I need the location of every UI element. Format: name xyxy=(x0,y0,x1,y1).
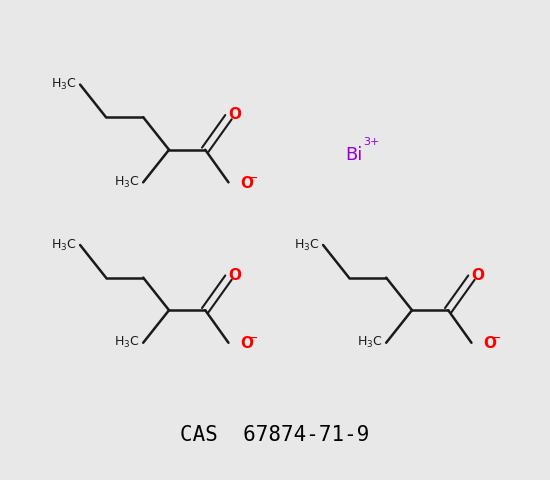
Text: −: − xyxy=(491,332,502,345)
Text: O: O xyxy=(240,336,253,351)
Text: H$_3$C: H$_3$C xyxy=(294,238,320,252)
Text: H$_3$C: H$_3$C xyxy=(357,335,383,350)
Text: H$_3$C: H$_3$C xyxy=(114,335,140,350)
Text: H$_3$C: H$_3$C xyxy=(51,77,76,92)
Text: O: O xyxy=(229,267,241,283)
Text: H$_3$C: H$_3$C xyxy=(114,175,140,190)
Text: −: − xyxy=(248,332,258,345)
Text: O: O xyxy=(240,176,253,191)
Text: O: O xyxy=(472,267,485,283)
Text: H$_3$C: H$_3$C xyxy=(51,238,76,252)
Text: Bi: Bi xyxy=(345,146,362,164)
Text: O: O xyxy=(483,336,496,351)
Text: −: − xyxy=(248,172,258,185)
Text: 3+: 3+ xyxy=(363,137,379,147)
Text: CAS  67874-71-9: CAS 67874-71-9 xyxy=(180,424,370,444)
Text: O: O xyxy=(229,107,241,122)
